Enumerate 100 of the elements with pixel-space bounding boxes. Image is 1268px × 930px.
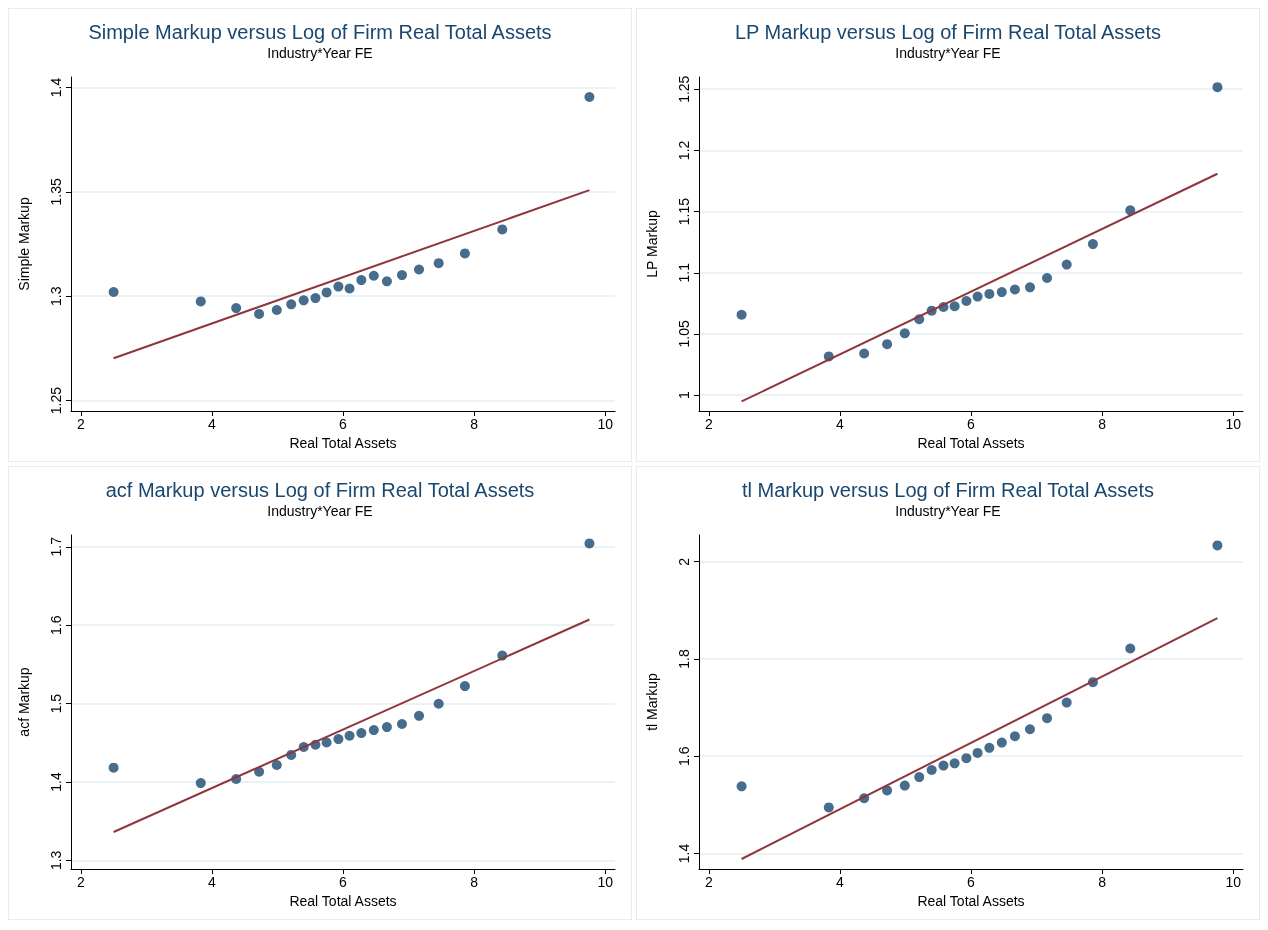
point (914, 772, 925, 783)
point (584, 92, 595, 103)
y-axis-title: LP Markup (644, 210, 660, 278)
point (231, 303, 242, 314)
point (195, 778, 206, 789)
point (1025, 724, 1035, 735)
point (926, 765, 937, 776)
point (397, 270, 407, 281)
point (972, 747, 983, 758)
y-tick-label: 1.25 (48, 386, 64, 415)
point (996, 737, 1007, 748)
point (1087, 239, 1098, 250)
point (859, 348, 870, 359)
point (1061, 259, 1072, 270)
point (584, 538, 595, 549)
x-tick-label: 10 (597, 416, 614, 432)
point (961, 753, 972, 764)
chart-title: tl Markup versus Log of Firm Real Total Assets (741, 479, 1155, 501)
chart-title: LP Markup versus Log of Firm Real Total Assets (734, 21, 1162, 43)
x-tick-label: 8 (1098, 416, 1107, 432)
point (823, 802, 834, 813)
point (414, 710, 425, 721)
point (333, 281, 344, 292)
y-tick-label: 1.2 (676, 140, 692, 161)
y-tick-label: 1.4 (676, 843, 692, 864)
point (195, 296, 206, 307)
point (1025, 282, 1035, 293)
chart-subtitle: Industry*Year FE (267, 45, 373, 61)
x-tick-label: 10 (1225, 874, 1242, 890)
point (271, 760, 282, 771)
point (433, 698, 444, 709)
y-tick-label: 1.8 (676, 649, 692, 669)
point (286, 299, 297, 310)
y-tick-label: 1.7 (48, 536, 64, 557)
point (1125, 643, 1136, 654)
point (381, 276, 392, 287)
x-tick-label: 2 (76, 416, 85, 432)
point (271, 304, 282, 315)
y-tick-label: 1.15 (676, 197, 692, 226)
point (949, 301, 960, 312)
point (984, 742, 995, 753)
y-tick-label: 2 (676, 557, 692, 566)
point (433, 258, 444, 269)
x-tick-label: 2 (76, 874, 85, 890)
x-axis-title: Real Total Assets (917, 434, 1025, 451)
y-tick-label: 1 (676, 390, 692, 399)
point (1125, 205, 1136, 216)
x-tick-label: 2 (704, 416, 713, 432)
chart-subtitle: Industry*Year FE (895, 503, 1001, 519)
y-tick-label: 1.1 (676, 262, 692, 283)
point (368, 270, 379, 281)
point (1042, 713, 1053, 724)
point (459, 681, 470, 692)
y-tick-label: 1.6 (676, 746, 692, 766)
x-tick-label: 4 (836, 874, 845, 890)
x-tick-label: 10 (597, 874, 614, 890)
point (1061, 697, 1072, 708)
point (459, 248, 470, 259)
point (972, 291, 983, 302)
point (321, 737, 332, 748)
point (497, 224, 508, 235)
x-tick-label: 6 (967, 874, 976, 890)
point (1042, 273, 1053, 284)
chart-title: Simple Markup versus Log of Firm Real Total Assets (88, 21, 552, 43)
point (368, 725, 379, 736)
y-tick-label: 1.3 (48, 286, 64, 306)
point (899, 328, 910, 339)
point (356, 728, 367, 739)
y-tick-label: 1.05 (676, 320, 692, 348)
point (996, 287, 1007, 298)
point (949, 758, 960, 769)
x-tick-label: 4 (208, 874, 217, 890)
chart-subtitle: Industry*Year FE (895, 45, 1001, 61)
x-tick-label: 6 (339, 874, 348, 890)
point (344, 283, 355, 294)
y-tick-label: 1.35 (48, 177, 64, 206)
point (310, 293, 321, 304)
point (254, 766, 265, 777)
y-tick-label: 1.5 (48, 693, 64, 714)
y-axis-title: Simple Markup (16, 197, 32, 291)
point (882, 339, 893, 350)
point (108, 287, 119, 298)
point (899, 780, 910, 791)
point (1212, 540, 1223, 551)
point (1009, 731, 1020, 742)
y-tick-label: 1.3 (48, 850, 64, 871)
x-axis-title: Real Total Assets (289, 892, 397, 909)
y-tick-label: 1.4 (48, 772, 64, 792)
chart-subtitle: Industry*Year FE (267, 503, 373, 519)
point (938, 760, 949, 771)
y-tick-label: 1.6 (48, 615, 64, 635)
point (1212, 82, 1223, 93)
point (414, 264, 425, 275)
y-tick-label: 1.4 (48, 77, 64, 98)
point (321, 287, 332, 298)
y-tick-label: 1.25 (676, 75, 692, 103)
x-tick-label: 4 (208, 416, 217, 432)
x-tick-label: 6 (339, 416, 348, 432)
x-tick-label: 8 (1098, 874, 1107, 890)
point (344, 730, 355, 741)
